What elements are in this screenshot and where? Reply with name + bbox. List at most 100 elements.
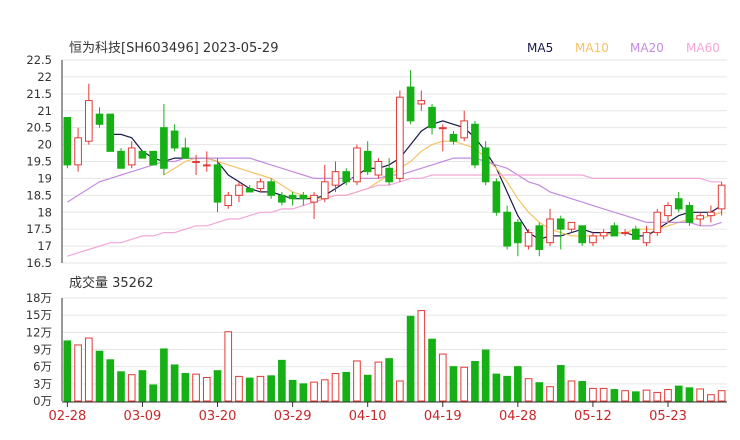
candle-body-down (63, 117, 72, 166)
volume-bar (406, 315, 415, 402)
volume-bar (181, 373, 190, 402)
candle (707, 205, 715, 223)
volume-bar (428, 338, 436, 402)
candle-body-down (610, 225, 619, 237)
volume-bar (374, 361, 383, 402)
volume-tick-label: 15万 (26, 308, 52, 322)
candle-body-up (460, 120, 469, 139)
volume-tick-label: 3万 (33, 377, 52, 391)
candle-body-down (406, 86, 415, 122)
volume-bar (514, 366, 522, 402)
legend-ma20: MA20 (630, 41, 664, 55)
date-axis: 02-28 03-09 03-20 03-29 04-10 04-19 04-28 05-12… (48, 401, 727, 424)
volume-tick-label: 0万 (33, 394, 52, 408)
candle (342, 168, 351, 186)
candle (621, 229, 629, 236)
volume-bar (267, 375, 275, 402)
candle-body-down (95, 113, 104, 125)
volume-bar (117, 371, 125, 402)
candle (664, 202, 672, 223)
volume-tick-label: 6万 (33, 360, 52, 374)
volume-bar (610, 389, 619, 402)
candle (170, 124, 179, 152)
legend-ma60: MA60 (686, 41, 720, 55)
price-tick-label: 19.5 (26, 155, 52, 169)
volume-bar (331, 373, 340, 402)
volume-bar (599, 387, 608, 402)
date-tick-label: 04-28 (499, 409, 537, 424)
volume-bar (438, 353, 447, 402)
candle (149, 150, 157, 166)
candle-body-up (224, 194, 233, 206)
candle-body-down (363, 150, 372, 173)
volume-bar (535, 382, 544, 402)
candle-body-down (674, 198, 683, 210)
ma-line-ma5 (110, 120, 722, 240)
date-tick-label: 05-23 (649, 409, 687, 424)
candle-body-up (74, 137, 82, 166)
candle (610, 222, 619, 237)
candle (599, 229, 608, 240)
candle (213, 158, 222, 213)
candle-body-up (310, 194, 318, 203)
volume-bar (288, 379, 297, 402)
candle-body-up (707, 211, 715, 217)
candle-body-down (685, 204, 694, 223)
volume-bar (471, 361, 479, 402)
candle-body-down (138, 150, 147, 159)
candle (406, 70, 415, 125)
candle-body-up (524, 232, 533, 247)
volume-y-axis: 18万 15万 12万 9万 6万 3万 0万 (26, 291, 63, 408)
candle (546, 208, 554, 247)
volume-bar (84, 337, 93, 402)
volume-bar (621, 390, 629, 402)
price-tick-label: 16.5 (26, 256, 52, 270)
volume-bar (685, 387, 694, 402)
volume-bar (524, 378, 533, 402)
volume-bar (192, 373, 200, 402)
volume-tick-label: 12万 (26, 325, 52, 339)
candle-body-down (160, 127, 168, 169)
candle (524, 229, 533, 250)
volume-bar (385, 358, 393, 402)
price-tick-label: 22 (37, 70, 52, 84)
volume-bar (696, 388, 705, 402)
price-y-axis: 22.5 22 21.5 21 20.5 20 19.5 19 18.5 18 17.5 17 16.5 (26, 53, 63, 270)
candle-body-down (299, 194, 308, 200)
candle (481, 141, 490, 186)
candle (696, 212, 705, 226)
volume-bars (63, 310, 726, 402)
price-tick-label: 18.5 (26, 188, 52, 202)
volume-bar (632, 391, 640, 402)
volume-bar (106, 359, 115, 402)
candle (578, 225, 587, 247)
candle (353, 144, 361, 186)
price-tick-label: 21.5 (26, 87, 52, 101)
candle-body-down (106, 113, 115, 152)
candle-body-up (653, 211, 662, 234)
candle (192, 154, 200, 176)
candle (278, 191, 286, 206)
date-tick-label: 04-10 (349, 409, 387, 424)
candle (514, 219, 522, 257)
candle-body-down (471, 123, 479, 166)
candle (385, 158, 393, 186)
candle (685, 202, 694, 226)
candle (84, 83, 93, 145)
volume-bar (149, 384, 157, 402)
candle-body-up (192, 161, 200, 163)
volume-bar (396, 380, 404, 402)
candle (653, 208, 662, 236)
volume-bar (460, 366, 469, 402)
volume-bar (707, 394, 715, 402)
volume-bar (492, 373, 501, 402)
candle (396, 90, 404, 182)
candle-body-up (642, 232, 651, 244)
date-tick-label: 05-12 (574, 409, 612, 424)
candle-body-down (288, 194, 297, 200)
candle (589, 232, 597, 247)
price-tick-label: 22.5 (26, 53, 52, 67)
candle-body-down (181, 147, 190, 159)
ma-line-ma20 (67, 157, 722, 227)
legend-ma5: MA5 (527, 41, 553, 55)
